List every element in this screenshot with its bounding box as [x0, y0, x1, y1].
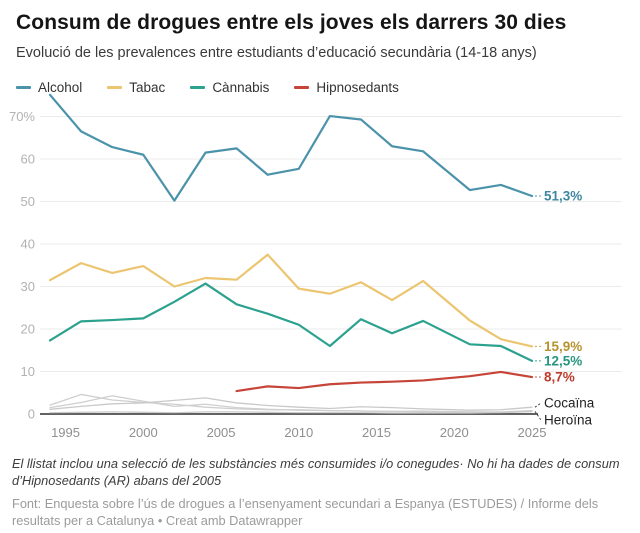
- y-axis-tick-label: 60: [21, 152, 35, 167]
- y-axis-tick-label: 10: [21, 364, 35, 379]
- series-end-label-heroina: Heroïna: [544, 413, 593, 428]
- x-axis-tick-label: 1995: [51, 425, 80, 440]
- series-line-cannabis[interactable]: [48, 282, 534, 362]
- chart-legend: Alcohol Tabac Cànnabis Hipnosedants: [16, 80, 630, 95]
- y-axis-tick-label: 70%: [9, 109, 35, 124]
- x-axis-tick-label: 2020: [440, 425, 469, 440]
- y-axis-tick-label: 50: [21, 194, 35, 209]
- end-label-connector-heroina: [534, 411, 542, 421]
- y-axis-tick-label: 20: [21, 322, 35, 337]
- legend-label: Tabac: [129, 80, 166, 95]
- legend-label: Alcohol: [38, 80, 83, 95]
- series-line-cocaina[interactable]: [49, 397, 533, 411]
- series-line-hipnosedants[interactable]: [235, 370, 534, 393]
- series-end-label-alcohol: 51,3%: [544, 188, 582, 203]
- series-end-label-tabac: 15,9%: [544, 339, 582, 354]
- line-chart-canvas: 0 10 20 30 40 50 60 70% 1995 2000 2005 2010 2015 2020…: [9, 93, 622, 440]
- chart-note: El llistat inclou una selecció de les su…: [12, 456, 620, 488]
- y-axis-tick-label: 30: [21, 279, 35, 294]
- x-axis-tick-label: 2010: [284, 425, 313, 440]
- end-label-connector-cocaina: [534, 402, 542, 408]
- series-line-heroina[interactable]: [49, 410, 533, 414]
- chart-title: Consum de drogues entre els joves els da…: [16, 11, 567, 34]
- legend-label: Cànnabis: [212, 80, 270, 95]
- y-axis-tick-label: 40: [21, 237, 35, 252]
- legend-item-tabac: Tabac: [107, 80, 165, 95]
- x-axis-tick-label: 2005: [207, 425, 236, 440]
- series-line-alcohol[interactable]: [48, 93, 534, 202]
- x-axis-tick-label: 2025: [518, 425, 547, 440]
- x-axis-tick-label: 2015: [362, 425, 391, 440]
- chart-subtitle: Evolució de les prevalences entre estudi…: [16, 45, 537, 61]
- series-line-tabac[interactable]: [48, 253, 534, 348]
- legend-item-alcohol: Alcohol: [16, 80, 82, 95]
- series-end-label-cannabis: 12,5%: [544, 353, 582, 368]
- legend-item-hipnosedants: Hipnosedants: [294, 80, 399, 95]
- chart-footer: El llistat inclou una selecció de les su…: [12, 456, 624, 529]
- legend-swatch-hipnosedants: [294, 86, 310, 89]
- legend-swatch-cannabis: [190, 86, 206, 89]
- legend-item-cannabis: Cànnabis: [190, 80, 269, 95]
- series-line-unlabeled[interactable]: [49, 393, 533, 413]
- series-end-label-hipnosedants: 8,7%: [544, 370, 575, 385]
- legend-swatch-tabac: [107, 86, 123, 89]
- y-axis-tick-label: 0: [28, 407, 35, 422]
- chart-source: Font: Enquesta sobre l’ús de drogues a l…: [12, 496, 599, 528]
- legend-swatch-alcohol: [16, 86, 31, 89]
- legend-label: Hipnosedants: [316, 80, 399, 95]
- series-end-label-cocaina: Cocaïna: [544, 396, 595, 411]
- x-axis-tick-label: 2000: [129, 425, 158, 440]
